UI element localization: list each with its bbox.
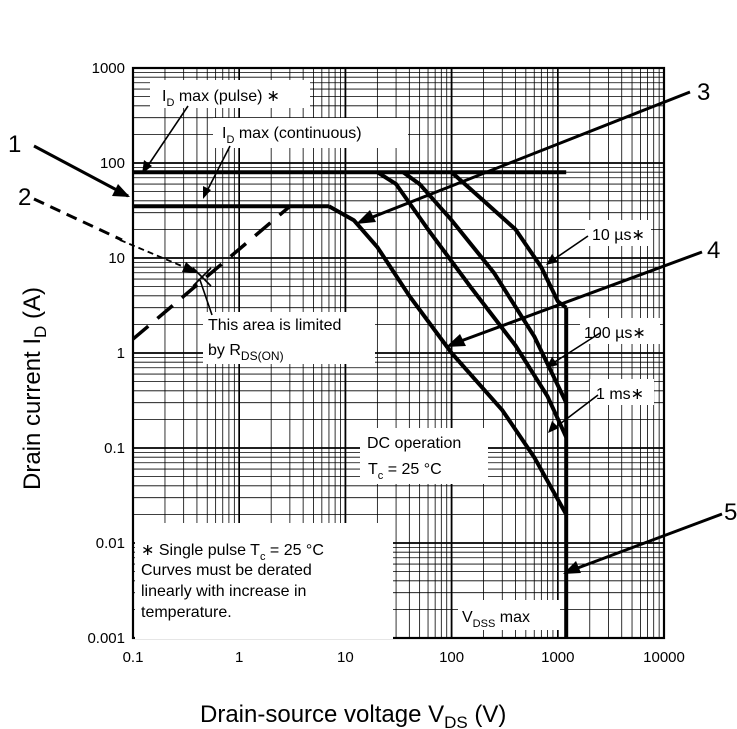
note-box-bg bbox=[135, 523, 393, 639]
x-tick-label: 1000 bbox=[541, 649, 574, 666]
callout-1: 1 bbox=[8, 131, 21, 158]
y-tick-label: 1 bbox=[117, 345, 125, 362]
y-tick-label: 0.01 bbox=[96, 535, 125, 552]
x-tick-label: 10 bbox=[337, 649, 354, 666]
id-cont-label-bg bbox=[213, 118, 408, 148]
arrow-1ms bbox=[551, 394, 599, 431]
plot-frame bbox=[131, 66, 666, 640]
arrow-10us bbox=[549, 235, 589, 263]
arrow-3-head bbox=[356, 210, 376, 224]
series-dc bbox=[327, 204, 568, 516]
arrow-continuous bbox=[204, 145, 231, 196]
id-pulse-label-bg bbox=[150, 80, 310, 108]
series-100us bbox=[402, 170, 569, 404]
y-tick-label: 0.001 bbox=[87, 630, 125, 647]
arrow-4-head bbox=[446, 334, 466, 347]
arrow-1-line bbox=[33, 144, 129, 198]
arrow-cont-head bbox=[203, 186, 211, 199]
x-tick-label: 0.1 bbox=[123, 649, 144, 666]
y-tick-label: 1000 bbox=[92, 60, 125, 77]
arrow-heads bbox=[112, 160, 581, 574]
arrow-4-line bbox=[449, 250, 703, 347]
arrow-pulse bbox=[144, 105, 189, 171]
rds-label-line2: by RDS(ON) bbox=[208, 342, 284, 363]
arrow-2-head bbox=[182, 262, 198, 273]
arrow-2-tail bbox=[119, 239, 197, 273]
arrow-5-line bbox=[566, 512, 723, 574]
dc-label-line2: Tc = 25 °C bbox=[368, 461, 442, 482]
dc-label-line1: DC operation bbox=[367, 435, 461, 452]
x-tick-label: 100 bbox=[439, 649, 464, 666]
arrow-3-line bbox=[359, 90, 691, 224]
arrow-5-head bbox=[563, 561, 581, 574]
note-line4: temperature. bbox=[141, 604, 232, 621]
arrow-1-head bbox=[112, 184, 130, 197]
dc-label-bg bbox=[360, 428, 488, 484]
arrow-1ms-head bbox=[548, 421, 559, 433]
t100us-label-bg bbox=[580, 318, 660, 344]
id-pulse-label: ID max (pulse) ∗ bbox=[162, 88, 280, 109]
vdss-label-bg bbox=[458, 600, 560, 630]
vdss-label: VDSS max bbox=[462, 609, 530, 630]
callout-2: 2 bbox=[18, 184, 31, 211]
arrow-2-line bbox=[33, 197, 123, 242]
y-tick-label: 10 bbox=[108, 250, 125, 267]
arrow-100us bbox=[549, 332, 601, 366]
note-line3: linearly with increase in bbox=[141, 583, 306, 600]
note-line1: ∗ Single pulse Tc = 25 °C bbox=[141, 542, 324, 563]
y-axis-title: Drain current ID (A) bbox=[19, 287, 50, 490]
chart-series bbox=[131, 170, 569, 638]
arrow-pulse-head bbox=[142, 160, 152, 174]
y-tick-label: 100 bbox=[100, 155, 125, 172]
id-cont-label: ID max (continuous) bbox=[222, 125, 362, 146]
callout-4: 4 bbox=[707, 237, 720, 264]
series-10us bbox=[450, 170, 568, 310]
arrow-100us-head bbox=[546, 357, 558, 368]
intersection-marker bbox=[192, 267, 212, 287]
t1ms-label: 1 ms∗ bbox=[596, 386, 644, 403]
numbered-arrows bbox=[33, 90, 723, 574]
x-axis-title: Drain-source voltage VDS (V) bbox=[200, 701, 506, 729]
axis-ticks: 0.1 1 10 100 1000 10000 0.001 0.01 0.1 1 10 100 1000 bbox=[87, 60, 684, 666]
arrow-rds bbox=[199, 279, 213, 316]
series-rds_on bbox=[131, 204, 292, 341]
y-tick-label: 0.1 bbox=[104, 440, 125, 457]
annotation-arrows bbox=[144, 105, 601, 431]
t100us-label: 100 µs∗ bbox=[584, 325, 646, 342]
x-tick-label: 1 bbox=[235, 649, 243, 666]
callout-3: 3 bbox=[697, 79, 710, 106]
rds-label-bg bbox=[203, 312, 375, 364]
t10us-label-bg bbox=[585, 220, 651, 246]
note-line2: Curves must be derated bbox=[141, 562, 312, 579]
rds-label-line1: This area is limited bbox=[208, 317, 341, 334]
callout-5: 5 bbox=[724, 499, 737, 526]
arrow-10us-head bbox=[546, 254, 558, 265]
t10us-label: 10 µs∗ bbox=[592, 227, 645, 244]
t1ms-label-bg bbox=[590, 379, 654, 405]
x-tick-label: 10000 bbox=[643, 649, 685, 666]
series-1ms bbox=[376, 170, 569, 439]
